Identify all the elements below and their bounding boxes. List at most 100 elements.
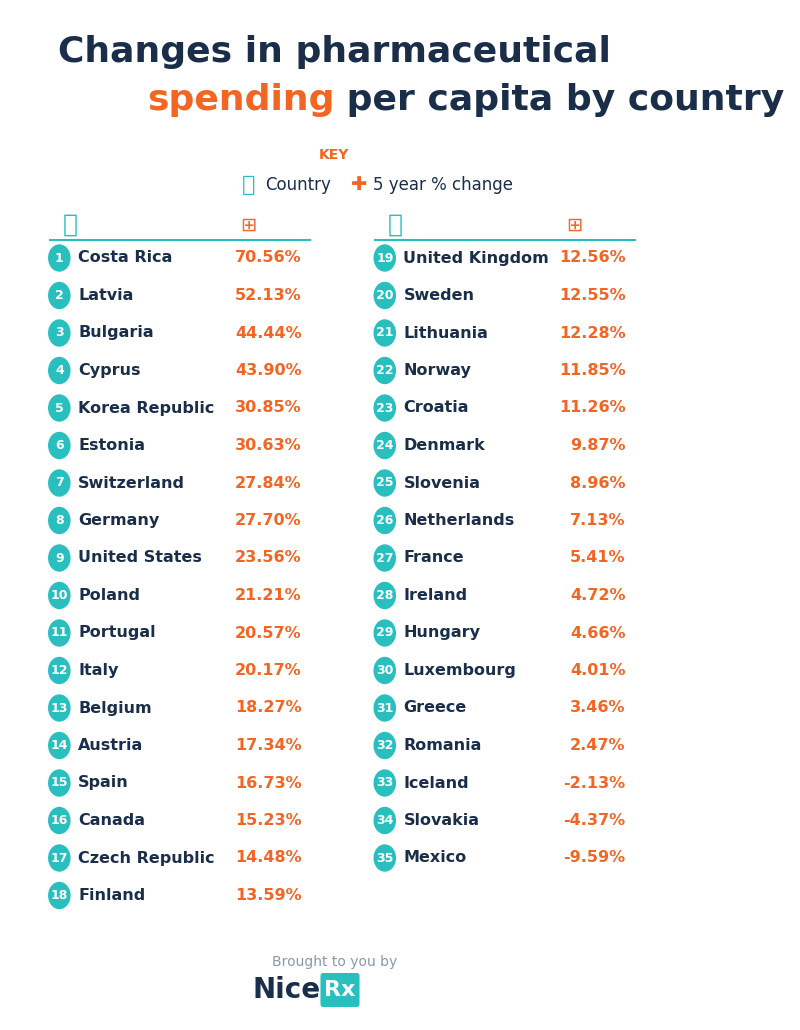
Text: Slovenia: Slovenia bbox=[403, 476, 481, 490]
Circle shape bbox=[374, 245, 395, 271]
Text: Austria: Austria bbox=[78, 739, 143, 753]
Text: 29: 29 bbox=[376, 626, 394, 640]
Text: 23.56%: 23.56% bbox=[235, 550, 302, 565]
Text: 16.73%: 16.73% bbox=[235, 776, 302, 790]
Circle shape bbox=[374, 470, 395, 496]
Text: Estonia: Estonia bbox=[78, 438, 145, 453]
Text: spending per capita by country: spending per capita by country bbox=[15, 83, 653, 117]
Text: ⬥: ⬥ bbox=[242, 175, 255, 195]
Text: Czech Republic: Czech Republic bbox=[78, 851, 214, 865]
Text: 10: 10 bbox=[50, 589, 68, 602]
Circle shape bbox=[374, 583, 395, 609]
Text: 43.90%: 43.90% bbox=[235, 363, 302, 378]
Circle shape bbox=[49, 657, 70, 684]
Text: 25: 25 bbox=[376, 477, 394, 489]
Text: 12.56%: 12.56% bbox=[559, 250, 626, 266]
Text: 12.28%: 12.28% bbox=[559, 325, 626, 341]
Text: 34: 34 bbox=[376, 814, 394, 827]
Text: 31: 31 bbox=[376, 701, 394, 715]
Text: 8.96%: 8.96% bbox=[570, 476, 626, 490]
Text: Bulgaria: Bulgaria bbox=[78, 325, 154, 341]
Text: Mexico: Mexico bbox=[403, 851, 466, 865]
Circle shape bbox=[49, 770, 70, 796]
Text: -4.37%: -4.37% bbox=[563, 813, 626, 828]
Text: ⬥: ⬥ bbox=[388, 213, 403, 237]
Text: 11: 11 bbox=[50, 626, 68, 640]
Circle shape bbox=[49, 808, 70, 833]
Circle shape bbox=[49, 245, 70, 271]
Text: 5.41%: 5.41% bbox=[570, 550, 626, 565]
Circle shape bbox=[374, 808, 395, 833]
Text: Changes in pharmaceutical: Changes in pharmaceutical bbox=[58, 35, 610, 69]
Text: 4.72%: 4.72% bbox=[570, 588, 626, 603]
Text: Greece: Greece bbox=[403, 700, 466, 716]
Circle shape bbox=[374, 732, 395, 758]
Text: 21: 21 bbox=[376, 327, 394, 340]
Text: 13: 13 bbox=[50, 701, 68, 715]
Text: 2.47%: 2.47% bbox=[570, 739, 626, 753]
Text: spending: spending bbox=[147, 83, 334, 117]
Text: Rx: Rx bbox=[324, 980, 356, 1000]
Text: 7: 7 bbox=[55, 477, 64, 489]
Text: ⬥: ⬥ bbox=[62, 213, 78, 237]
Circle shape bbox=[374, 320, 395, 346]
Circle shape bbox=[49, 695, 70, 721]
Text: 30.85%: 30.85% bbox=[235, 401, 302, 415]
Text: Latvia: Latvia bbox=[78, 288, 134, 303]
Text: 1: 1 bbox=[55, 251, 64, 265]
Circle shape bbox=[374, 845, 395, 871]
Text: Costa Rica: Costa Rica bbox=[78, 250, 173, 266]
Text: 8: 8 bbox=[55, 514, 64, 527]
Text: 20.57%: 20.57% bbox=[235, 625, 302, 641]
Text: 33: 33 bbox=[376, 777, 394, 790]
FancyBboxPatch shape bbox=[321, 973, 359, 1007]
Circle shape bbox=[49, 357, 70, 383]
Text: 5 year % change: 5 year % change bbox=[374, 176, 514, 194]
Text: 28: 28 bbox=[376, 589, 394, 602]
Text: Brought to you by: Brought to you by bbox=[272, 955, 397, 969]
Text: 14: 14 bbox=[50, 739, 68, 752]
Text: 4.66%: 4.66% bbox=[570, 625, 626, 641]
Text: 12: 12 bbox=[50, 664, 68, 677]
Text: 30.63%: 30.63% bbox=[235, 438, 302, 453]
Text: Norway: Norway bbox=[403, 363, 471, 378]
Text: 9.87%: 9.87% bbox=[570, 438, 626, 453]
Text: 6: 6 bbox=[55, 439, 64, 452]
Circle shape bbox=[374, 545, 395, 571]
Text: 44.44%: 44.44% bbox=[235, 325, 302, 341]
Text: 18: 18 bbox=[50, 889, 68, 902]
Text: -2.13%: -2.13% bbox=[563, 776, 626, 790]
Text: Ireland: Ireland bbox=[403, 588, 467, 603]
Text: Switzerland: Switzerland bbox=[78, 476, 185, 490]
Text: Denmark: Denmark bbox=[403, 438, 486, 453]
Circle shape bbox=[374, 433, 395, 458]
Circle shape bbox=[49, 620, 70, 646]
Text: 52.13%: 52.13% bbox=[235, 288, 302, 303]
Text: Lithuania: Lithuania bbox=[403, 325, 488, 341]
Text: 26: 26 bbox=[376, 514, 394, 527]
Circle shape bbox=[374, 282, 395, 309]
Text: Sweden: Sweden bbox=[403, 288, 474, 303]
Circle shape bbox=[49, 883, 70, 908]
Text: 18.27%: 18.27% bbox=[235, 700, 302, 716]
Text: Korea Republic: Korea Republic bbox=[78, 401, 214, 415]
Text: Nice: Nice bbox=[252, 976, 321, 1004]
Text: Spain: Spain bbox=[78, 776, 129, 790]
Text: Germany: Germany bbox=[78, 513, 159, 528]
Text: Poland: Poland bbox=[78, 588, 140, 603]
Text: ⊞: ⊞ bbox=[566, 215, 582, 235]
Text: ⊞: ⊞ bbox=[241, 215, 257, 235]
Text: 15: 15 bbox=[50, 777, 68, 790]
Circle shape bbox=[49, 583, 70, 609]
Text: 21.21%: 21.21% bbox=[235, 588, 302, 603]
Text: 19: 19 bbox=[376, 251, 394, 265]
Circle shape bbox=[374, 357, 395, 383]
Text: Finland: Finland bbox=[78, 888, 146, 903]
Text: 24: 24 bbox=[376, 439, 394, 452]
Text: 17: 17 bbox=[50, 852, 68, 864]
Text: 3: 3 bbox=[55, 327, 64, 340]
Circle shape bbox=[374, 695, 395, 721]
Circle shape bbox=[49, 433, 70, 458]
Text: Belgium: Belgium bbox=[78, 700, 152, 716]
Text: ✚: ✚ bbox=[350, 175, 367, 195]
